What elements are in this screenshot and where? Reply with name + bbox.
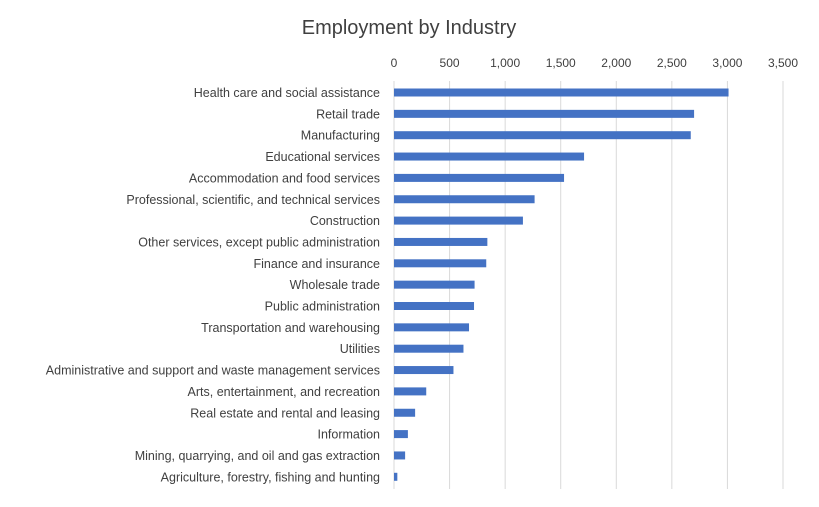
category-label: Accommodation and food services	[189, 171, 380, 185]
bars	[394, 88, 729, 481]
bar	[394, 366, 454, 375]
category-label: Professional, scientific, and technical …	[126, 193, 380, 207]
x-tick-label: 2,000	[601, 56, 631, 70]
category-label: Transportation and warehousing	[201, 321, 380, 335]
category-label: Manufacturing	[301, 129, 380, 143]
x-tick-label: 1,000	[490, 56, 520, 70]
bar	[394, 88, 729, 97]
chart-title: Employment by Industry	[302, 17, 517, 39]
bar	[394, 430, 408, 439]
category-label: Real estate and rental and leasing	[190, 406, 380, 420]
category-label: Agriculture, forestry, fishing and hunti…	[161, 470, 380, 484]
category-label: Other services, except public administra…	[138, 235, 380, 249]
category-label: Health care and social assistance	[194, 86, 380, 100]
bar	[394, 387, 427, 396]
bar	[394, 323, 470, 332]
bar	[394, 344, 464, 353]
bar	[394, 472, 398, 481]
category-label: Retail trade	[316, 107, 380, 121]
category-label: Public administration	[265, 300, 380, 314]
category-label: Information	[317, 428, 380, 442]
category-label: Educational services	[265, 150, 380, 164]
x-tick-label: 0	[391, 56, 398, 70]
category-label: Mining, quarrying, and oil and gas extra…	[135, 449, 380, 463]
bar	[394, 302, 475, 310]
category-label: Wholesale trade	[290, 278, 380, 292]
bar	[394, 451, 406, 460]
category-label: Finance and insurance	[254, 257, 381, 271]
x-tick-label: 3,000	[712, 56, 742, 70]
x-axis-tick-labels: 0 500 1,000 1,500 2,000 2,500 3,000 3,500	[391, 56, 799, 70]
bar	[394, 195, 535, 204]
gridlines	[393, 81, 784, 489]
category-label: Utilities	[340, 342, 380, 356]
x-tick-label: 3,500	[768, 56, 798, 70]
bar	[394, 259, 487, 268]
x-tick-label: 1,500	[546, 56, 576, 70]
category-labels: Health care and social assistance Retail …	[46, 86, 380, 484]
bar	[394, 173, 565, 182]
bar	[394, 152, 585, 161]
bar	[394, 237, 488, 246]
category-label: Construction	[310, 214, 380, 228]
bar	[394, 131, 691, 140]
bar	[394, 408, 416, 417]
x-tick-label: 2,500	[657, 56, 687, 70]
category-label: Arts, entertainment, and recreation	[188, 385, 381, 399]
x-tick-label: 500	[440, 56, 460, 70]
bar	[394, 109, 695, 118]
bar	[394, 280, 475, 289]
category-label: Administrative and support and waste man…	[46, 364, 380, 378]
bar	[394, 216, 523, 225]
